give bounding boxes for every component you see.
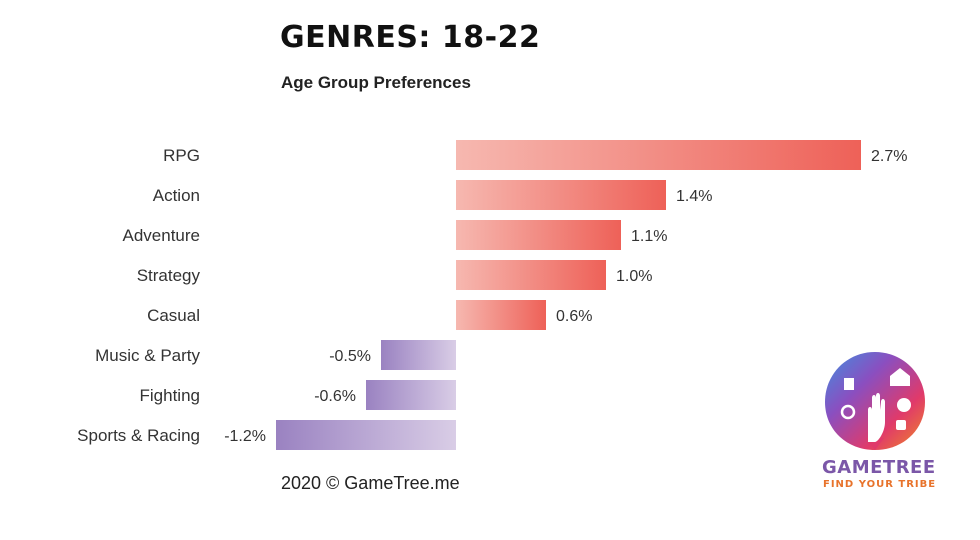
copyright-footer: 2020 © GameTree.me	[281, 473, 460, 493]
value-label: 0.6%	[556, 308, 592, 325]
bar-strategy	[456, 260, 606, 290]
category-label: Action	[153, 186, 200, 205]
value-label: 1.0%	[616, 268, 652, 285]
logo-tagline: FIND YOUR TRIBE	[823, 479, 937, 490]
bar-fighting	[366, 380, 456, 410]
category-label: Music & Party	[95, 346, 200, 365]
category-label: Adventure	[123, 226, 201, 245]
value-label: 1.4%	[676, 188, 712, 205]
category-label: Sports & Racing	[77, 426, 200, 445]
value-label: 1.1%	[631, 228, 667, 245]
bar-adventure	[456, 220, 621, 250]
chart-subtitle: Age Group Preferences	[281, 73, 471, 92]
category-label: Casual	[147, 306, 200, 325]
value-label: -0.6%	[314, 388, 356, 405]
bar-sports-racing	[276, 420, 456, 450]
category-label: Fighting	[140, 386, 200, 405]
value-label: -0.5%	[329, 348, 371, 365]
logo-wordmark: GAMETREE	[822, 457, 936, 478]
gametree-logo	[825, 352, 925, 450]
category-label: RPG	[163, 146, 200, 165]
bar-rpg	[456, 140, 861, 170]
value-label: -1.2%	[224, 428, 266, 445]
value-label: 2.7%	[871, 148, 907, 165]
bar-action	[456, 180, 666, 210]
bar-casual	[456, 300, 546, 330]
bar-music-party	[381, 340, 456, 370]
category-label: Strategy	[137, 266, 201, 285]
chart-title: GENRES: 18-22	[280, 20, 541, 55]
